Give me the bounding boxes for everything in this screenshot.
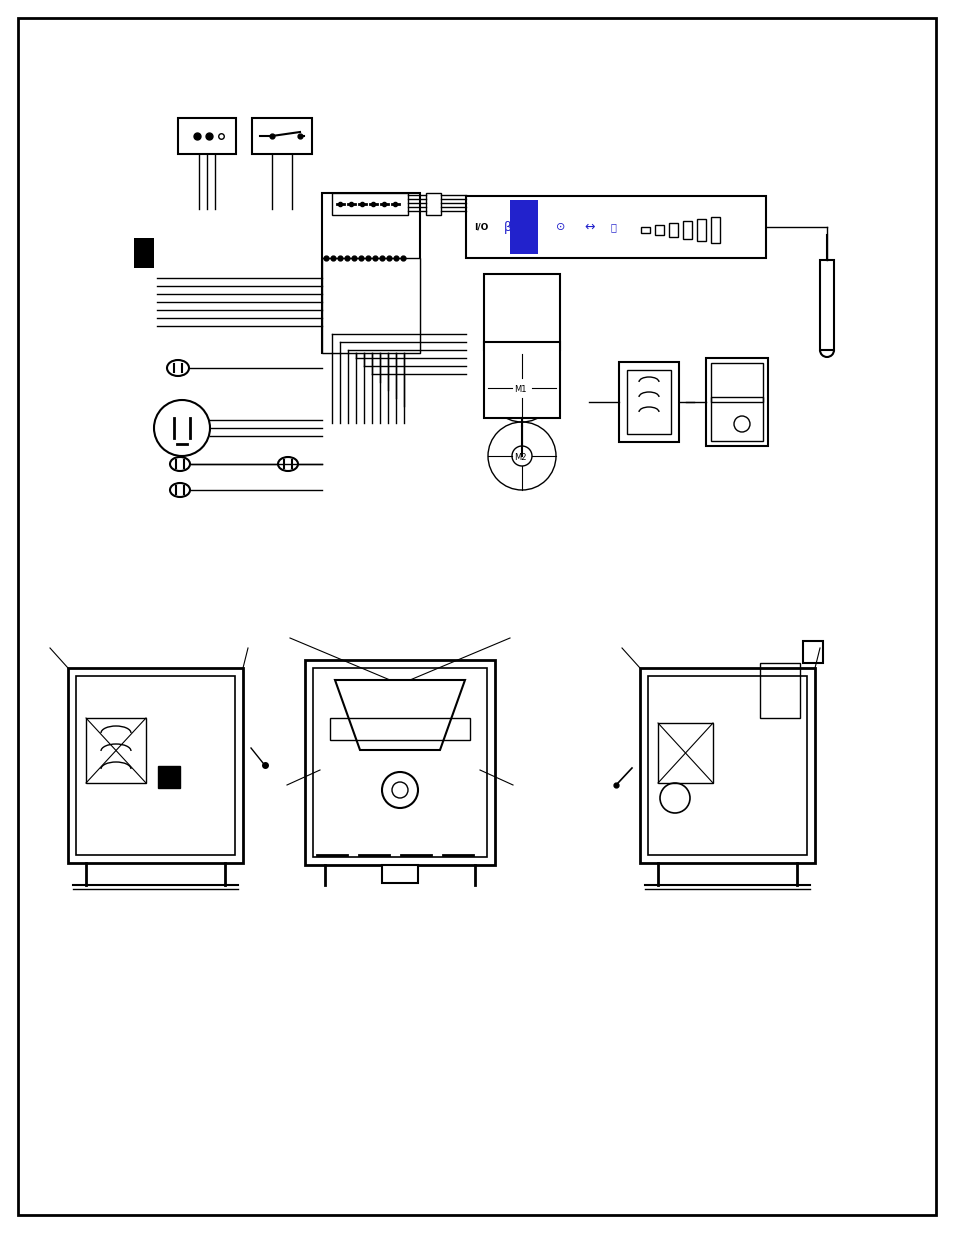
- Bar: [426, 193, 440, 215]
- Bar: [668, 224, 678, 237]
- Bar: [640, 227, 649, 233]
- Text: I/O: I/O: [474, 222, 488, 231]
- Bar: [381, 864, 417, 883]
- Bar: [133, 238, 153, 268]
- Bar: [710, 217, 720, 243]
- Ellipse shape: [170, 483, 190, 496]
- Bar: [322, 258, 419, 353]
- Bar: [658, 722, 712, 783]
- Bar: [76, 676, 234, 855]
- Text: ⊙: ⊙: [556, 222, 565, 232]
- Ellipse shape: [277, 457, 297, 471]
- Bar: [313, 668, 486, 857]
- Bar: [305, 659, 495, 864]
- Text: 🐦: 🐦: [610, 222, 617, 232]
- Bar: [483, 274, 559, 350]
- Bar: [510, 200, 537, 254]
- Bar: [802, 641, 822, 663]
- Bar: [639, 668, 814, 863]
- Text: β: β: [503, 221, 512, 233]
- Ellipse shape: [170, 457, 190, 471]
- Bar: [626, 370, 670, 433]
- Bar: [697, 219, 705, 241]
- Bar: [760, 663, 800, 718]
- Circle shape: [153, 400, 210, 456]
- Bar: [710, 396, 762, 441]
- Text: ↔: ↔: [583, 221, 594, 233]
- Ellipse shape: [167, 359, 189, 375]
- Bar: [332, 193, 408, 215]
- Bar: [682, 221, 691, 240]
- Bar: [158, 766, 180, 788]
- Bar: [483, 342, 559, 417]
- Bar: [647, 676, 806, 855]
- Bar: [322, 193, 419, 353]
- Bar: [710, 363, 762, 403]
- Bar: [705, 358, 767, 446]
- Bar: [655, 225, 663, 235]
- Text: M1: M1: [514, 385, 526, 394]
- Bar: [330, 718, 470, 740]
- Bar: [820, 261, 833, 350]
- Bar: [178, 119, 235, 154]
- Bar: [465, 196, 765, 258]
- Bar: [68, 668, 243, 863]
- Text: M2: M2: [514, 453, 526, 462]
- Bar: [252, 119, 312, 154]
- Bar: [86, 718, 146, 783]
- Bar: [618, 362, 679, 442]
